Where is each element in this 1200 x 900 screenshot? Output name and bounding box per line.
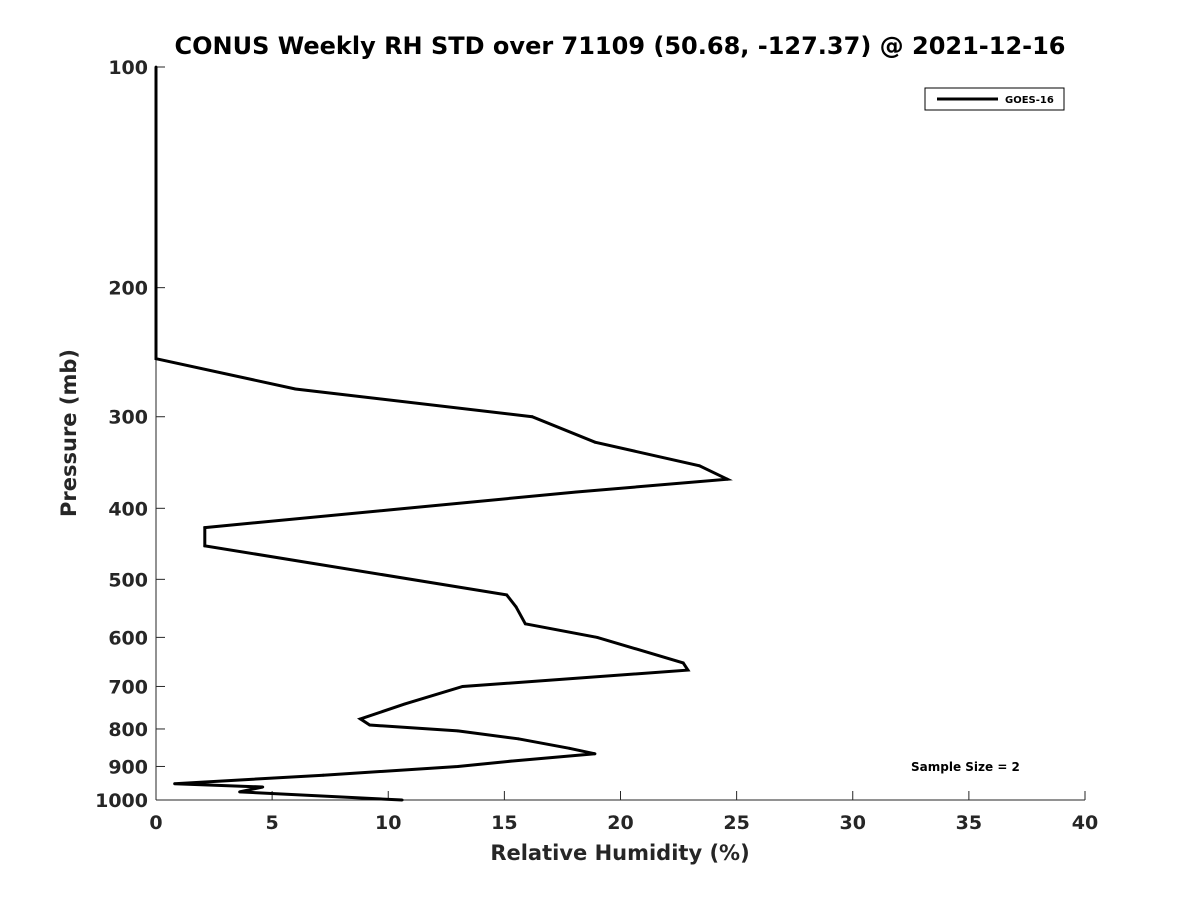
data-point — [681, 661, 685, 665]
data-point — [261, 785, 265, 789]
data-point — [461, 685, 464, 688]
data-point — [575, 490, 578, 494]
data-point — [154, 194, 158, 198]
data-point — [593, 752, 597, 756]
data-point — [154, 286, 158, 290]
x-axis-ticks: 0 5 10 15 20 25 30 35 40 — [149, 791, 1098, 834]
data-point — [593, 440, 597, 444]
data-point — [509, 759, 513, 763]
data-point — [400, 798, 404, 802]
x-tick-label: 30 — [840, 812, 866, 834]
data-point — [154, 65, 158, 69]
data-point — [456, 729, 460, 733]
data-point — [238, 790, 242, 794]
data-point — [568, 746, 571, 750]
y-tick-label: 400 — [108, 498, 148, 520]
data-point — [686, 668, 690, 672]
legend-entry-goes-16: GOES-16 — [1005, 95, 1054, 106]
series-layer — [154, 65, 733, 802]
x-tick-label: 40 — [1072, 812, 1098, 834]
data-point — [203, 544, 207, 548]
y-tick-label: 1000 — [95, 790, 148, 812]
series-line-goes-16 — [154, 67, 733, 802]
data-point — [514, 605, 518, 609]
data-point — [368, 723, 372, 727]
data-point — [595, 636, 599, 639]
data-point — [173, 782, 177, 786]
y-tick-label: 700 — [108, 676, 148, 698]
y-axis-label: Pressure (mb) — [57, 349, 81, 517]
y-axis-ticks: 100 200 300 400 500 600 700 800 900 1000 — [95, 57, 165, 812]
legend: GOES-16 — [924, 87, 1065, 111]
data-point — [523, 622, 527, 626]
data-point — [698, 464, 701, 468]
y-tick-label: 900 — [108, 756, 148, 778]
y-tick-label: 300 — [108, 407, 148, 429]
sample-size-annotation: Sample Size = 2 — [911, 760, 1020, 774]
data-point — [456, 765, 460, 768]
x-tick-label: 0 — [149, 812, 162, 834]
plot-frame — [155, 67, 1085, 801]
data-point — [516, 737, 520, 741]
x-tick-label: 10 — [375, 812, 401, 834]
y-tick-label: 500 — [108, 569, 148, 591]
x-tick-label: 25 — [723, 812, 749, 834]
data-point — [321, 773, 325, 777]
x-tick-label: 20 — [607, 812, 633, 834]
chart-title: CONUS Weekly RH STD over 71109 (50.68, -… — [174, 32, 1065, 60]
x-tick-label: 5 — [266, 812, 279, 834]
data-point — [294, 387, 297, 391]
y-tick-label: 800 — [108, 719, 148, 741]
data-point — [505, 593, 509, 597]
data-point — [530, 415, 534, 419]
data-point — [154, 357, 158, 361]
data-point — [359, 717, 362, 721]
data-point — [725, 477, 729, 481]
x-axis-label: Relative Humidity (%) — [490, 841, 749, 865]
y-tick-label: 600 — [108, 627, 148, 649]
data-point — [403, 702, 406, 706]
y-tick-label: 100 — [108, 57, 148, 79]
x-tick-label: 15 — [491, 812, 517, 834]
data-point — [203, 526, 207, 529]
y-tick-label: 200 — [108, 278, 148, 300]
x-tick-label: 35 — [956, 812, 982, 834]
